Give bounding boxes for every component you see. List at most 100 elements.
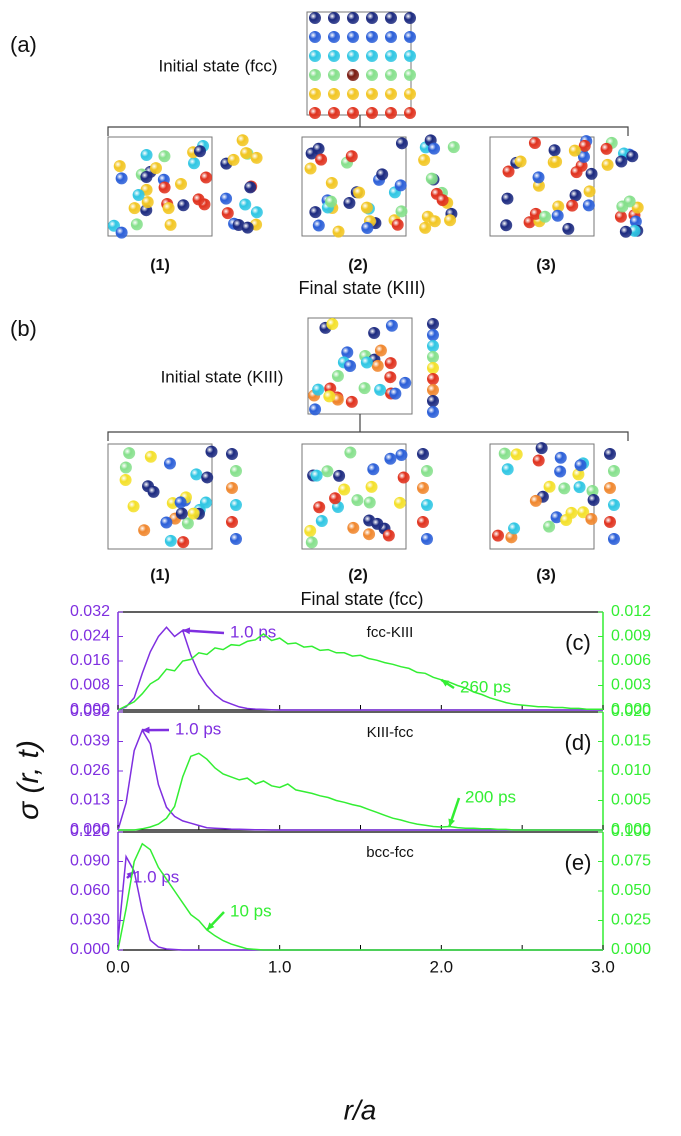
y2-tick-label: 0.050 (611, 882, 651, 899)
bracket (108, 115, 628, 136)
atom (571, 166, 583, 178)
atom (601, 143, 613, 155)
atom (502, 463, 514, 475)
atom (240, 147, 252, 159)
atom (375, 345, 387, 357)
x-tick-label: 0.0 (106, 957, 130, 976)
atom (427, 406, 439, 418)
atom (205, 446, 217, 458)
atom (421, 533, 433, 545)
atom (141, 149, 153, 161)
atom (427, 395, 439, 407)
y2-tick-label: 0.000 (611, 941, 651, 958)
y2-tick-label: 0.005 (611, 792, 651, 809)
atom (543, 521, 555, 533)
atom (544, 481, 556, 493)
panel-number: (1) (150, 567, 170, 584)
atom (499, 448, 511, 460)
atom (309, 403, 321, 415)
atom (366, 12, 378, 24)
atom (385, 88, 397, 100)
atom (230, 499, 242, 511)
atom (394, 497, 406, 509)
atom (385, 50, 397, 62)
atom (361, 356, 373, 368)
atom (116, 172, 128, 184)
atom (332, 370, 344, 382)
atom (608, 533, 620, 545)
atom (313, 143, 325, 155)
atom (371, 518, 383, 530)
atom (384, 453, 396, 465)
atom (366, 31, 378, 43)
atom (427, 340, 439, 352)
atom (417, 516, 429, 528)
y-tick-label: 0.013 (70, 792, 110, 809)
atom (226, 516, 238, 528)
atom (395, 449, 407, 461)
atom (515, 156, 527, 168)
atom (309, 69, 321, 81)
atom (586, 168, 598, 180)
atom (584, 185, 596, 197)
atom (376, 168, 388, 180)
atom (395, 179, 407, 191)
atom (366, 88, 378, 100)
series-line (118, 844, 603, 950)
atom (427, 384, 439, 396)
atom (201, 471, 213, 483)
atom (364, 496, 376, 508)
panel-label: (e) (565, 850, 592, 875)
atom (385, 31, 397, 43)
atom (372, 360, 384, 372)
panel-label: (a) (10, 32, 37, 57)
figure: (a) Initial state (fcc) (1) (2) (3) Fina… (0, 0, 681, 1136)
panel-label: (c) (565, 630, 591, 655)
atom (347, 88, 359, 100)
atom (552, 210, 564, 222)
atom (530, 495, 542, 507)
atom (347, 31, 359, 43)
x-tick-label: 1.0 (268, 957, 292, 976)
atom (175, 178, 187, 190)
atom (114, 160, 126, 172)
panel-label: (b) (10, 316, 37, 341)
atom (427, 373, 439, 385)
atom (383, 529, 395, 541)
atom (346, 150, 358, 162)
series-line (118, 730, 603, 830)
atom (347, 50, 359, 62)
atom (347, 69, 359, 81)
panel-number: (1) (150, 257, 170, 274)
y2-tick-label: 0.010 (611, 762, 651, 779)
atom (160, 517, 172, 529)
atom (242, 222, 254, 234)
atom (570, 189, 582, 201)
atom (602, 159, 614, 171)
atom (385, 69, 397, 81)
atom (392, 219, 404, 231)
atom (328, 107, 340, 119)
atom (366, 481, 378, 493)
atom (176, 507, 188, 519)
atom (309, 107, 321, 119)
atom (421, 465, 433, 477)
atom (311, 470, 323, 482)
atom (569, 145, 581, 157)
atom (226, 448, 238, 460)
atom (429, 215, 441, 227)
atom (550, 156, 562, 168)
atom (366, 50, 378, 62)
atom (366, 69, 378, 81)
atom (374, 384, 386, 396)
atom (492, 530, 504, 542)
chart-title: bcc-fcc (366, 844, 414, 861)
atom (323, 390, 335, 402)
atom (399, 377, 411, 389)
series-label: 200 ps (465, 787, 516, 806)
atom (333, 470, 345, 482)
y-tick-label: 0.052 (70, 703, 110, 720)
atom (347, 107, 359, 119)
page: (a) Initial state (fcc) (1) (2) (3) Fina… (0, 0, 681, 1136)
atom (163, 202, 175, 214)
